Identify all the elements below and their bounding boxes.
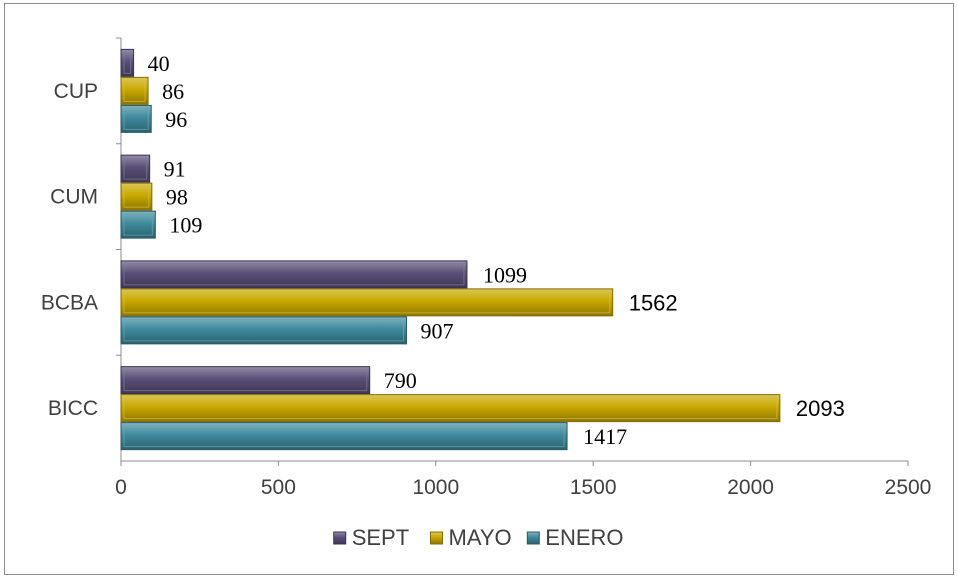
bar-sept-bcba [120, 260, 468, 289]
category-label-bicc: BICC [48, 397, 98, 420]
legend-swatch-sept [333, 531, 347, 545]
bar-mayo-cup [120, 76, 149, 105]
data-label-enero-bcba: 907 [421, 318, 454, 343]
bar-bevel [123, 425, 565, 448]
data-label-sept-bicc: 790 [384, 368, 417, 393]
data-label-sept-cup: 40 [148, 51, 170, 76]
x-tick-label: 2500 [885, 476, 932, 499]
data-label-sept-bcba: 1099 [483, 262, 527, 287]
category-label-bcba: BCBA [41, 291, 98, 314]
bar-bevel [123, 319, 405, 342]
x-tick-label: 500 [261, 476, 296, 499]
category-label-cum: CUM [50, 186, 98, 209]
bar-mayo-cum [120, 182, 153, 211]
data-label-mayo-bicc: 2093 [796, 396, 845, 421]
bar-bevel [123, 51, 132, 74]
bar-sept-bicc [120, 366, 371, 395]
bar-bevel [123, 213, 153, 236]
legend-label-sept: SEPT [352, 525, 409, 550]
x-tick-label: 0 [115, 476, 127, 499]
bar-sept-cum [120, 154, 151, 183]
bar-mayo-bcba [120, 288, 614, 317]
x-tick-label: 1000 [412, 476, 459, 499]
legend-swatch-mayo [430, 531, 443, 545]
data-label-sept-cum: 91 [164, 157, 186, 182]
bar-sept-cup [120, 48, 135, 77]
x-tick-label: 2000 [727, 476, 774, 499]
legend-swatch-enero [526, 531, 540, 545]
bar-enero-bicc [120, 422, 568, 451]
bar-mayo-bicc [120, 394, 781, 423]
bar-enero-cup [120, 104, 152, 133]
category-label-cup: CUP [54, 80, 98, 103]
bar-bevel [123, 185, 150, 208]
data-label-enero-cum: 109 [169, 213, 202, 238]
x-tick-label: 1500 [570, 476, 617, 499]
bar-bevel [123, 157, 148, 180]
bar-enero-cum [120, 210, 156, 239]
data-label-mayo-bcba: 1562 [629, 290, 678, 315]
data-label-enero-cup: 96 [165, 107, 187, 132]
data-label-mayo-cum: 98 [166, 185, 188, 210]
bar-bevel [123, 291, 611, 314]
bar-bevel [123, 107, 149, 130]
data-label-mayo-cup: 86 [162, 79, 184, 104]
data-label-enero-bicc: 1417 [583, 424, 627, 449]
bar-bevel [123, 79, 146, 102]
bar-bevel [123, 397, 778, 420]
bar-bevel [123, 369, 368, 392]
legend-label-mayo: MAYO [449, 525, 512, 550]
legend-label-enero: ENERO [545, 525, 623, 550]
bar-enero-bcba [120, 316, 408, 345]
bar-bevel [123, 263, 465, 286]
